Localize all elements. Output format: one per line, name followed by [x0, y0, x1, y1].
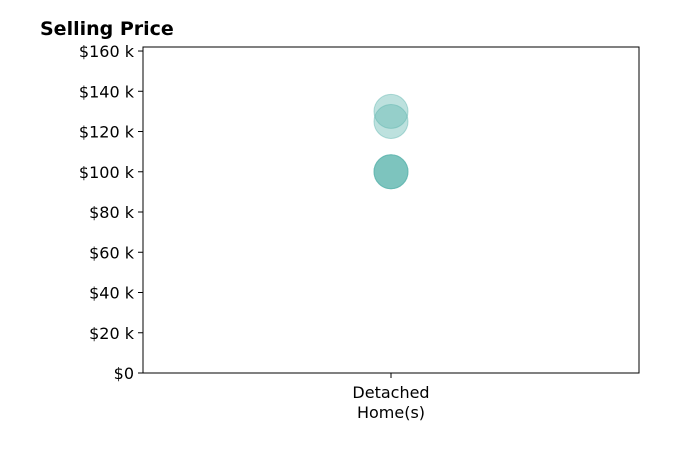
x-axis: Detached Home(s)	[352, 373, 430, 422]
y-tick-label: $100 k	[79, 163, 135, 182]
y-tick-label: $40 k	[89, 284, 135, 303]
y-tick-label: $80 k	[89, 203, 135, 222]
x-tick-label: Detached Home(s)	[352, 383, 429, 422]
data-points	[373, 93, 409, 190]
data-point	[373, 154, 409, 190]
y-tick-label: $140 k	[79, 82, 135, 101]
y-tick-label: $160 k	[79, 42, 135, 61]
data-point	[373, 93, 409, 129]
y-axis: $0 $20 k $40 k $60 k $80 k $100 k $120 k $140 k…	[79, 42, 143, 383]
data-point	[373, 154, 409, 190]
chart-title: Selling Price	[40, 18, 174, 40]
y-tick-label: $0	[114, 364, 134, 383]
y-tick-label: $20 k	[89, 324, 135, 343]
data-point	[373, 154, 409, 190]
data-point	[373, 103, 409, 139]
y-tick-label: $120 k	[79, 123, 135, 142]
y-tick-label: $60 k	[89, 243, 135, 262]
